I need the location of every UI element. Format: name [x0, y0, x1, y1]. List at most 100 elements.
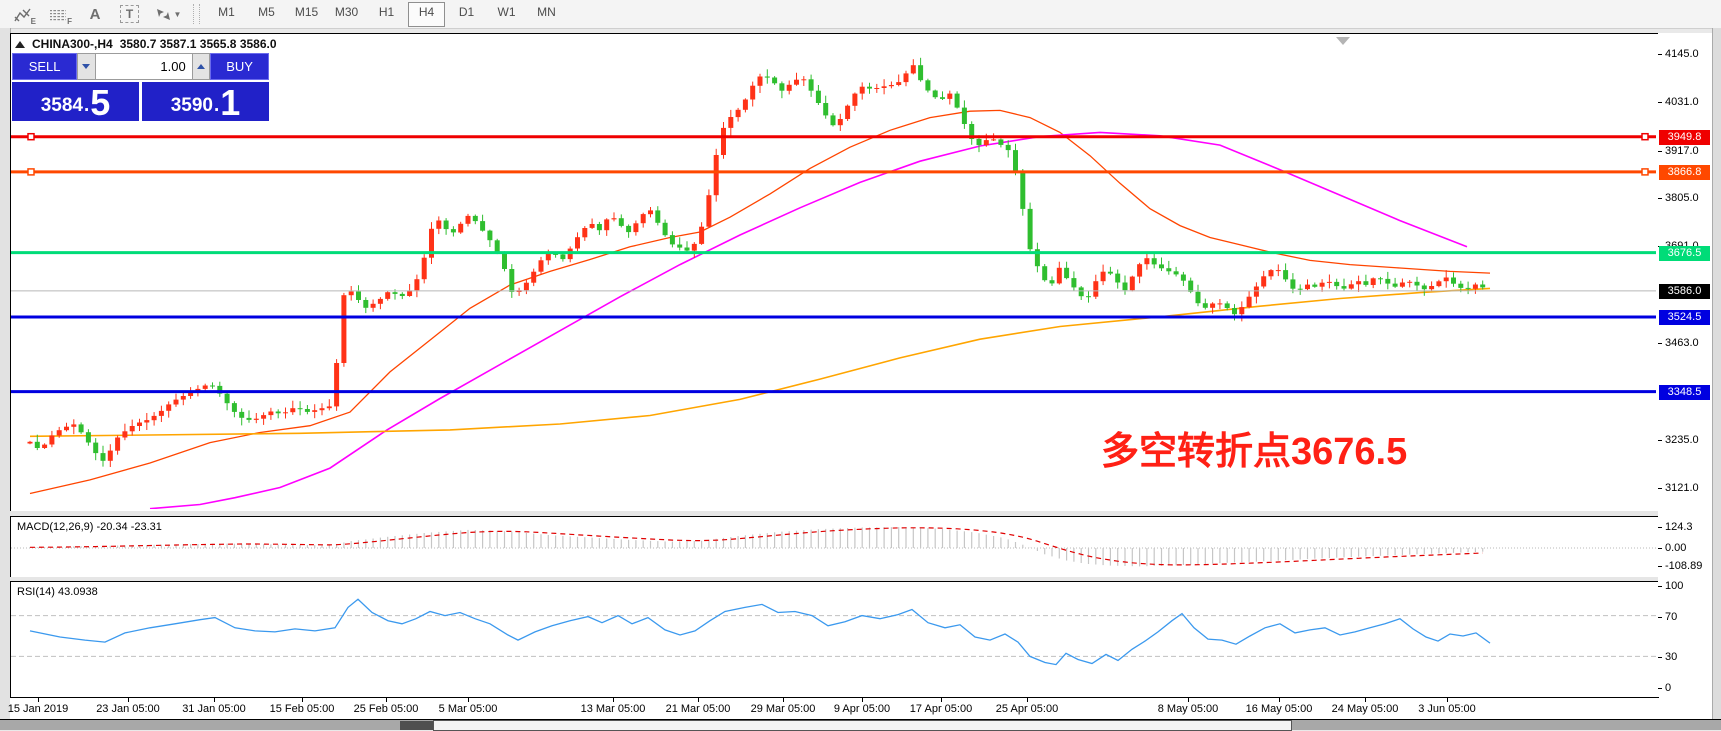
- axis-tick: [1658, 150, 1662, 152]
- time-axis[interactable]: 15 Jan 2019 23 Jan 05:00 31 Jan 05:00 15 Fe…: [8, 697, 1659, 720]
- collapse-triangle-icon[interactable]: [15, 40, 25, 48]
- axis-tick-label: 124.3: [1665, 520, 1693, 533]
- timeframe-button-w1[interactable]: W1: [497, 4, 516, 19]
- time-tick-label: 5 Mar 05:00: [438, 703, 498, 715]
- timeframe-button-m15[interactable]: M15: [294, 4, 319, 19]
- axis-tick: [1658, 616, 1662, 618]
- time-tick-label: 23 Jan 05:00: [96, 703, 160, 715]
- time-tick: [386, 698, 387, 702]
- timeframe-button-d1[interactable]: D1: [458, 4, 475, 19]
- candles: [27, 57, 1486, 467]
- timeframe-button-m1[interactable]: M1: [218, 4, 235, 19]
- bottom-tab[interactable]: [400, 721, 433, 730]
- axis-tick-label: 70: [1665, 610, 1678, 623]
- axis-tick: [1658, 548, 1662, 549]
- time-tick-label: 31 Jan 05:00: [182, 703, 246, 715]
- axis-tick-label: 30: [1665, 651, 1678, 664]
- price-line-label: 3586.0: [1659, 283, 1710, 299]
- axis-tick-label: 100: [1665, 580, 1684, 592]
- volume-input[interactable]: [95, 53, 192, 80]
- symbol-title: CHINA300-,H4: [32, 37, 113, 51]
- price-line-label: 3949.8: [1659, 129, 1710, 145]
- axis-tick: [1658, 439, 1662, 441]
- time-tick-label: 9 Apr 05:00: [833, 703, 891, 715]
- time-tick: [128, 698, 129, 702]
- hline-handle[interactable]: [1641, 132, 1649, 141]
- timeframe-button-mn[interactable]: MN: [537, 4, 556, 19]
- axis-tick: [1658, 657, 1662, 659]
- time-tick: [613, 698, 614, 702]
- time-tick: [1027, 698, 1028, 702]
- dropdown-caret-icon: ▼: [173, 9, 182, 19]
- grid-forecast-icon[interactable]: F: [48, 4, 72, 26]
- macd-signal-line: [30, 527, 1483, 566]
- time-tick-label: 24 May 05:00: [1331, 703, 1399, 715]
- time-tick: [1188, 698, 1189, 702]
- axis-tick: [1658, 198, 1662, 200]
- time-tick-label: 25 Feb 05:00: [353, 703, 419, 715]
- sell-button[interactable]: SELL: [12, 53, 78, 80]
- macd-histogram: [29, 527, 1484, 567]
- axis-tick: [1658, 487, 1662, 489]
- buy-price-button[interactable]: 3590. 1: [142, 82, 269, 121]
- time-tick: [941, 698, 942, 702]
- time-tick-label: 15 Feb 05:00: [269, 703, 335, 715]
- macd-panel[interactable]: MACD(12,26,9) -20.34 -23.31: [10, 516, 1659, 578]
- hline-handle[interactable]: [1641, 168, 1649, 176]
- candlestick-chart-canvas[interactable]: [11, 34, 1656, 509]
- axis-tick-label: 3917.0: [1665, 144, 1699, 157]
- axis-tick-label: 3235.0: [1665, 433, 1699, 446]
- time-tick: [698, 698, 699, 702]
- macd-label: MACD(12,26,9) -20.34 -23.31: [17, 521, 162, 533]
- panel-splitter[interactable]: [10, 511, 1659, 516]
- timeframe-button-h1[interactable]: H1: [378, 4, 395, 19]
- axis-tick: [1658, 566, 1662, 568]
- time-tick: [1279, 698, 1280, 702]
- main-chart-panel[interactable]: CHINA300-,H4 3580.7 3587.1 3565.8 3586.0…: [10, 33, 1659, 512]
- hline-handle[interactable]: [27, 168, 35, 176]
- window-right-border[interactable]: [1712, 28, 1721, 729]
- time-tick-label: 3 Jun 05:00: [1418, 703, 1476, 715]
- timeframe-button-m5[interactable]: M5: [258, 4, 275, 19]
- time-tick: [1365, 698, 1366, 702]
- insert-text-icon[interactable]: A: [89, 5, 101, 23]
- axis-tick: [1658, 586, 1662, 587]
- axis-tick-label: 0: [1665, 682, 1672, 694]
- price-line-label: 3866.8: [1659, 164, 1710, 180]
- time-tick-label: 25 Apr 05:00: [995, 703, 1059, 715]
- hline-handle[interactable]: [27, 132, 35, 141]
- price-axis[interactable]: 4145.04031.03917.03805.03691.03463.03235…: [1658, 33, 1712, 719]
- cursor-mode-icon[interactable]: ▼: [153, 4, 183, 24]
- price-line-label: 3524.5: [1659, 309, 1710, 325]
- time-tick-label: 13 Mar 05:00: [580, 703, 646, 715]
- chart-annotation-text[interactable]: 多空转折点3676.5: [1101, 431, 1408, 473]
- timeframe-group: M1 M5 M15 M30 H1 H4 D1 W1 MN: [208, 1, 565, 27]
- axis-tick: [1658, 688, 1662, 689]
- rsi-canvas: [11, 598, 1656, 666]
- volume-increase-button[interactable]: [191, 53, 211, 80]
- time-tick-label: 17 Apr 05:00: [909, 703, 973, 715]
- chart-shift-marker-icon[interactable]: [1336, 37, 1350, 45]
- time-tick: [862, 698, 863, 702]
- horizontal-scrollbar-thumb[interactable]: [433, 720, 1292, 731]
- sell-price-button[interactable]: 3584. 5: [12, 82, 139, 121]
- axis-tick-label: 0.00: [1665, 542, 1687, 554]
- timeframe-button-m30[interactable]: M30: [334, 4, 359, 19]
- one-click-trading-panel: SELL BUY 3584.5 3590.1: [12, 53, 269, 121]
- rsi-label: RSI(14) 43.0938: [17, 586, 98, 598]
- buy-button[interactable]: BUY: [210, 53, 269, 80]
- rsi-panel[interactable]: RSI(14) 43.0938: [10, 581, 1659, 698]
- panel-splitter[interactable]: [10, 577, 1659, 581]
- axis-tick-label: 4031.0: [1665, 96, 1699, 109]
- text-label-icon[interactable]: T: [120, 5, 139, 23]
- price-line-label: 3676.5: [1659, 245, 1710, 261]
- axis-tick-label: 3121.0: [1665, 481, 1699, 494]
- timeframe-button-h4[interactable]: H4: [408, 1, 445, 27]
- volume-decrease-button[interactable]: [77, 53, 96, 80]
- axis-tick-label: 3805.0: [1665, 192, 1699, 205]
- chart-expert-icon[interactable]: E: [12, 4, 36, 26]
- bottom-tab-strip: [0, 719, 1721, 731]
- axis-tick-label: 3463.0: [1665, 337, 1699, 350]
- time-tick: [302, 698, 303, 702]
- time-tick: [214, 698, 215, 702]
